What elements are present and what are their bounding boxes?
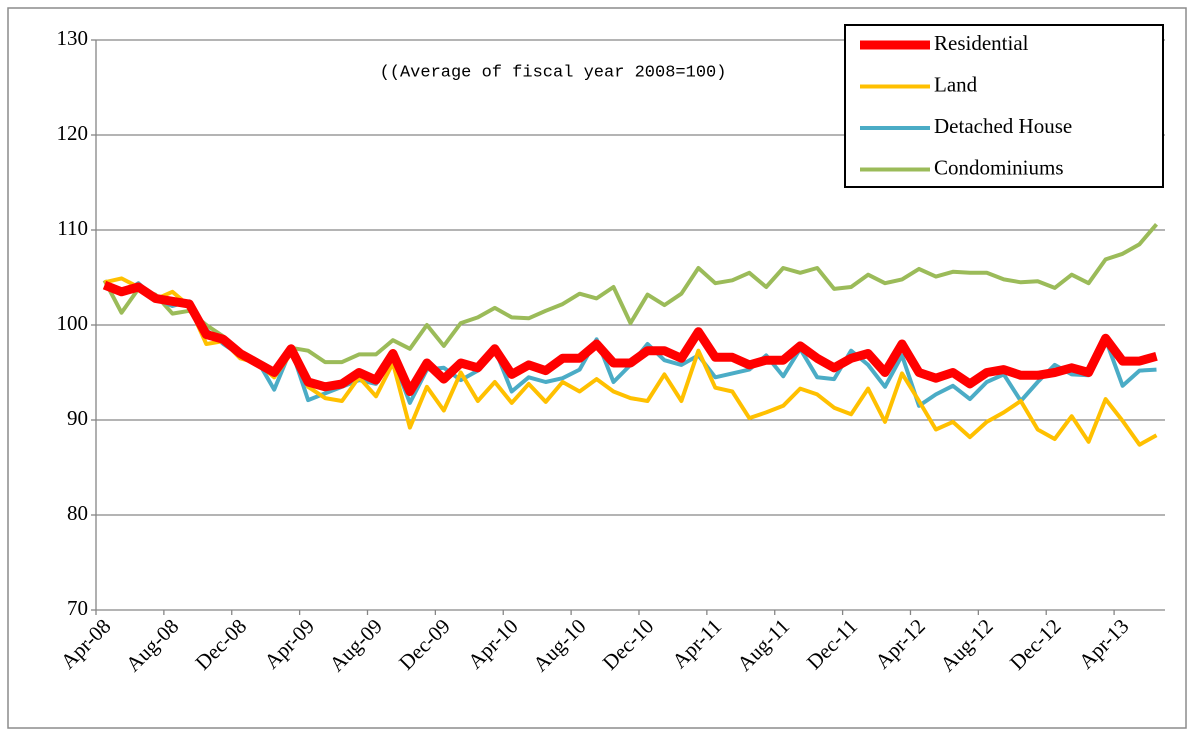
legend-label: Residential (934, 31, 1029, 55)
y-tick-label: 100 (57, 311, 89, 335)
y-tick-label: 90 (67, 406, 88, 430)
legend-label: Land (934, 72, 978, 96)
y-tick-label: 110 (57, 216, 88, 240)
y-tick-label: 130 (57, 26, 89, 50)
legend-label: Detached House (934, 114, 1072, 138)
legend-box (844, 24, 1164, 188)
annotation: ((Average of fiscal year 2008=100) (380, 63, 727, 82)
line-series (102, 280, 1158, 396)
y-tick-label: 70 (67, 596, 88, 620)
y-tick-label: 120 (57, 121, 89, 145)
y-tick-label: 80 (67, 501, 88, 525)
legend-label: Condominiums (934, 155, 1064, 179)
